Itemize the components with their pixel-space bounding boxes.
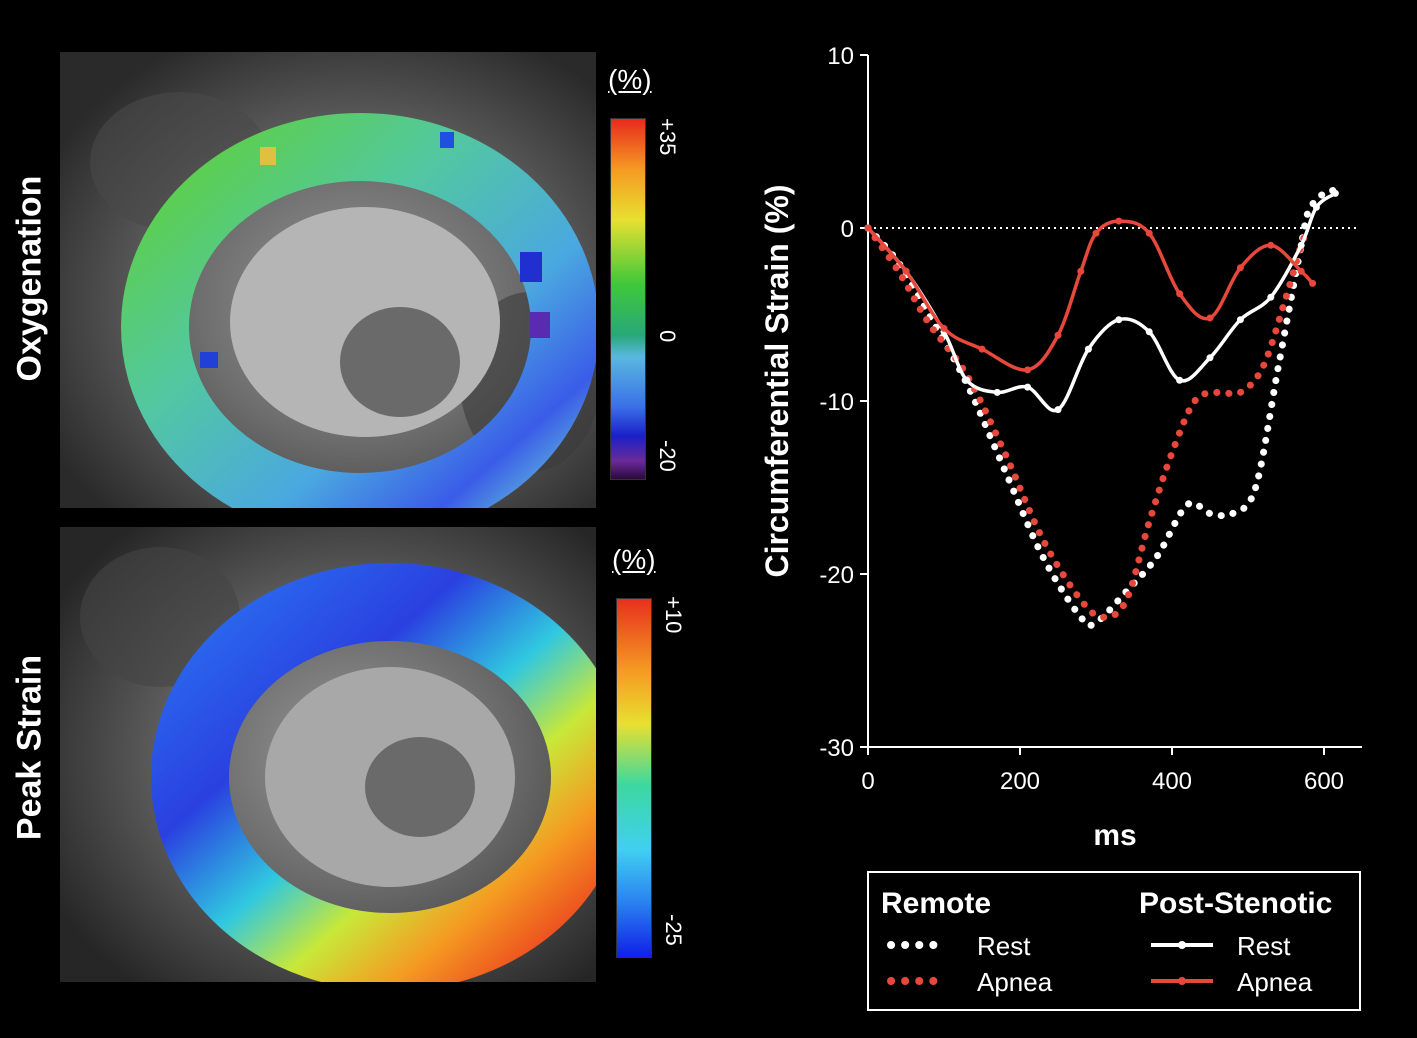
oxygenation-map-image bbox=[60, 52, 596, 508]
x-axis-label: ms bbox=[1093, 819, 1136, 852]
series-post-stenotic-rest-point bbox=[1145, 328, 1153, 336]
series-post-stenotic-apnea-point bbox=[1236, 264, 1244, 272]
series-post-stenotic-apnea-point bbox=[1145, 229, 1153, 237]
x-tick-label: 400 bbox=[1152, 768, 1192, 795]
y-tick-label: -20 bbox=[819, 562, 854, 589]
series-post-stenotic-apnea-point bbox=[1092, 229, 1100, 237]
series-post-stenotic-apnea-point bbox=[1176, 290, 1184, 298]
series-post-stenotic-apnea-point bbox=[1115, 217, 1123, 225]
peak-strain-colorbar bbox=[616, 598, 652, 958]
y-axis-label: Circumferential Strain (%) bbox=[759, 185, 795, 578]
oxygenation-tick-zero: 0 bbox=[655, 330, 680, 343]
x-tick-label: 200 bbox=[1000, 768, 1040, 795]
y-tick-label: 0 bbox=[841, 216, 854, 243]
strain-chart: 10 0 -10 -20 -30 0 200 400 600 ms Circumferential … bbox=[759, 43, 1362, 852]
legend-post-title: Post-Stenotic bbox=[1139, 887, 1333, 920]
series-post-stenotic-rest-point bbox=[993, 388, 1001, 396]
legend-post-rest-swatch bbox=[1151, 941, 1213, 949]
series-post-stenotic-rest-point bbox=[1267, 293, 1275, 301]
series-post-stenotic-apnea-point bbox=[864, 224, 872, 232]
oxygenation-colorbar-unit: (%) bbox=[608, 64, 652, 95]
oxygenation-label: Oxygenation bbox=[10, 175, 49, 382]
legend-remote-title: Remote bbox=[881, 887, 992, 920]
series-post-stenotic-rest-point bbox=[1176, 376, 1184, 384]
y-tick-label: -30 bbox=[819, 735, 854, 762]
series-post-stenotic-rest-point bbox=[1297, 241, 1305, 249]
legend-post-rest-label: Rest bbox=[1237, 931, 1291, 961]
series-post-stenotic-apnea-point bbox=[1054, 331, 1062, 339]
series-post-stenotic-apnea-point bbox=[1267, 241, 1275, 249]
series-post-stenotic-rest-point bbox=[1236, 316, 1244, 324]
oxygenation-map-svg bbox=[60, 52, 596, 508]
oxygenation-tick-max: +35 bbox=[655, 118, 680, 156]
series-post-stenotic-rest-point bbox=[1084, 345, 1092, 353]
series-post-stenotic-rest-point bbox=[1054, 406, 1062, 414]
series-post-stenotic-apnea-line bbox=[866, 219, 1314, 372]
series-post-stenotic-apnea-point bbox=[1077, 267, 1085, 275]
legend-remote-apnea-label: Apnea bbox=[977, 967, 1053, 997]
series-remote-apnea-line bbox=[864, 224, 1313, 621]
legend: Remote Post-Stenotic Rest Apnea Rest Apn… bbox=[867, 871, 1361, 1011]
x-tick-label: 600 bbox=[1304, 768, 1344, 795]
legend-remote-rest-label: Rest bbox=[977, 931, 1031, 961]
series-post-stenotic-rest-point bbox=[1206, 354, 1214, 362]
series-post-stenotic-apnea-point bbox=[1309, 279, 1317, 287]
y-tick-label: -10 bbox=[819, 389, 854, 416]
peak-strain-tick-max: +10 bbox=[661, 596, 686, 634]
series-post-stenotic-apnea-point bbox=[1206, 314, 1214, 322]
peak-strain-label: Peak Strain bbox=[10, 654, 49, 841]
y-tick-label: 10 bbox=[827, 43, 854, 70]
legend-remote-rest-swatch bbox=[887, 941, 947, 949]
legend-post-apnea-label: Apnea bbox=[1237, 967, 1313, 997]
series-post-stenotic-apnea-point bbox=[940, 324, 948, 332]
series-post-stenotic-apnea-point bbox=[1024, 366, 1032, 374]
oxygenation-colorbar bbox=[610, 118, 646, 480]
series-post-stenotic-rest-point bbox=[1331, 189, 1339, 197]
series-remote-rest-line bbox=[864, 186, 1343, 630]
series-post-stenotic-apnea-point bbox=[1297, 267, 1305, 275]
series-post-stenotic-apnea-point bbox=[902, 267, 910, 275]
peak-strain-map-svg bbox=[60, 527, 596, 982]
series-post-stenotic-apnea-point bbox=[978, 345, 986, 353]
legend-post-apnea-swatch bbox=[1151, 977, 1213, 985]
peak-strain-colorbar-unit: (%) bbox=[612, 544, 656, 575]
series-post-stenotic-rest-point bbox=[1115, 316, 1123, 324]
series-post-stenotic-rest-point bbox=[963, 376, 971, 384]
series-post-stenotic-rest-point bbox=[1024, 383, 1032, 391]
oxygenation-tick-min: -20 bbox=[655, 440, 680, 472]
legend-remote-apnea-swatch bbox=[887, 977, 947, 985]
peak-strain-map-image bbox=[60, 527, 596, 982]
peak-strain-tick-min: -25 bbox=[661, 914, 686, 946]
x-tick-label: 0 bbox=[861, 768, 874, 795]
series-post-stenotic-rest-point bbox=[1312, 203, 1320, 211]
